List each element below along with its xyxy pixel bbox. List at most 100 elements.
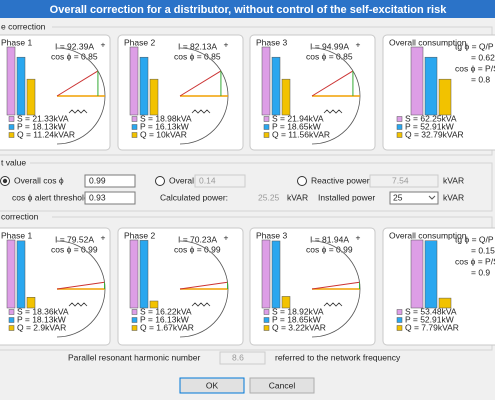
legend-label: S = 21.94kVA — [272, 113, 324, 123]
legend-label: Q = 2.9kVAR — [17, 322, 66, 332]
bar — [410, 239, 424, 309]
input — [369, 174, 439, 188]
phasor-s — [179, 70, 222, 97]
legend-label: P = 16.13kW — [140, 314, 189, 324]
ground-icon — [323, 109, 343, 114]
radio[interactable] — [155, 176, 165, 186]
panel-title: Phase 3 — [256, 230, 287, 240]
input[interactable] — [84, 174, 136, 188]
current-text: I = 82.13A — [178, 41, 217, 51]
legend-label: S = 53.48kVA — [405, 306, 457, 316]
dialog-title: Overall correction for a distributor, wi… — [50, 4, 448, 16]
legend-label: P = 16.13kW — [140, 121, 189, 131]
panel-title: Phase 1 — [1, 230, 32, 240]
harmonic-value: 8.6 — [232, 352, 244, 362]
panel — [0, 34, 111, 151]
legend-swatch — [8, 116, 15, 122]
legend-label: S = 18.98kVA — [140, 113, 192, 123]
legend-swatch — [396, 317, 403, 323]
calculated-label: Calculated power: — [160, 192, 228, 202]
button-label[interactable]: Cancel — [269, 380, 296, 390]
legend-swatch — [263, 132, 270, 138]
ground-icon — [68, 109, 88, 114]
group-label: t value — [1, 157, 26, 167]
bar — [6, 46, 16, 116]
ratio-text: = 0.15 — [471, 245, 495, 255]
plus-icon: + — [224, 232, 229, 242]
input — [219, 351, 266, 365]
panel-title: Overall consumption — [389, 230, 467, 240]
legend-swatch — [8, 325, 15, 331]
bar — [410, 46, 424, 116]
cos-text: cos ϕ = 0.85 — [51, 51, 98, 61]
unit: kVAR — [287, 192, 308, 202]
current-text: I = 70.23A — [178, 234, 217, 244]
bar — [424, 240, 438, 309]
legend-label: P = 18.65kW — [272, 121, 321, 131]
calculated-value: 25.25 — [258, 192, 280, 202]
legend-swatch — [131, 309, 138, 315]
harmonic-label: Parallel resonant harmonic number — [68, 352, 200, 362]
bar — [139, 240, 149, 309]
button-label[interactable]: OK — [206, 380, 219, 390]
legend-swatch — [396, 132, 403, 138]
legend-label: Q = 10kVAR — [140, 129, 187, 139]
current-text: I = 79.52A — [55, 234, 94, 244]
radio-label[interactable]: Overall tg ϕ — [169, 175, 213, 185]
panel-title: Phase 1 — [1, 37, 32, 47]
cos-text: cos ϕ = 0.99 — [51, 244, 98, 254]
panel — [249, 227, 376, 346]
bar — [271, 56, 281, 116]
legend-label: Q = 3.22kVAR — [272, 322, 326, 332]
cos-text: cos ϕ = 0.99 — [306, 244, 353, 254]
input[interactable] — [84, 191, 136, 205]
legend-swatch — [396, 309, 403, 315]
button[interactable] — [249, 377, 315, 394]
legend-swatch — [8, 132, 15, 138]
group-label: correction — [1, 211, 39, 221]
alert-label: cos ϕ alert threshold — [12, 192, 89, 202]
plus-icon: + — [356, 39, 361, 49]
ratio-text: = 0.9 — [471, 267, 490, 277]
radio[interactable] — [297, 176, 307, 186]
input-value: 7.54 — [392, 175, 409, 185]
group-label-bg — [0, 158, 30, 168]
legend-swatch — [131, 132, 138, 138]
unit: kVAR — [443, 192, 464, 202]
legend-label: S = 18.92kVA — [272, 306, 324, 316]
bar — [129, 239, 139, 309]
panel — [117, 227, 244, 346]
bar — [26, 297, 36, 309]
group-label-bg — [0, 22, 52, 32]
phasor-s — [56, 70, 99, 97]
button[interactable] — [179, 377, 245, 394]
input — [194, 174, 246, 188]
legend-label: S = 62.25kVA — [405, 113, 457, 123]
bar — [281, 296, 291, 309]
bar — [281, 78, 291, 116]
plus-icon: + — [101, 232, 106, 242]
radio-dot — [2, 178, 8, 184]
select-arrow — [428, 195, 436, 200]
bar — [438, 297, 452, 309]
group-box — [0, 162, 493, 212]
legend-label: S = 16.22kVA — [140, 306, 192, 316]
cos-text: cos ϕ = 0.85 — [174, 51, 221, 61]
legend-label: Q = 7.79kVAR — [405, 322, 459, 332]
ground-icon — [323, 302, 343, 307]
panel — [249, 34, 376, 151]
legend-label: Q = 1.67kVAR — [140, 322, 194, 332]
bar — [26, 78, 36, 116]
input-value: 0.99 — [89, 175, 106, 185]
phasor-s — [56, 281, 105, 290]
select[interactable] — [389, 191, 439, 205]
radio-label[interactable]: Reactive power consumption — [311, 175, 420, 185]
legend-label: S = 18.36kVA — [17, 306, 69, 316]
legend-swatch — [263, 317, 270, 323]
plus-icon: + — [356, 232, 361, 242]
legend-swatch — [396, 116, 403, 122]
panel-title: Phase 3 — [256, 37, 287, 47]
bar — [261, 239, 271, 309]
radio-label[interactable]: Overall cos ϕ — [14, 175, 64, 185]
